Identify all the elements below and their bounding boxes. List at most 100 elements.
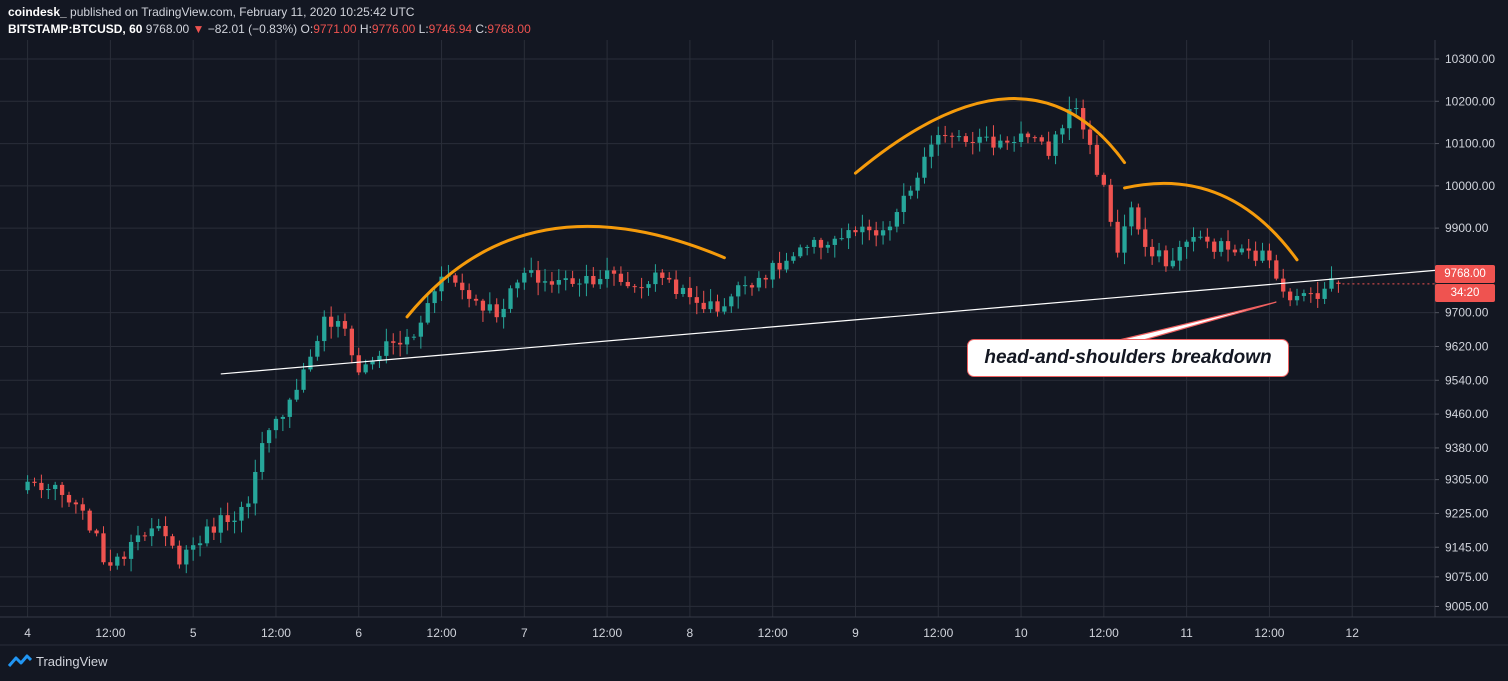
candle-body — [701, 302, 706, 310]
price-axis[interactable]: 10300.00 10200.00 10100.00 10000.00 9900.00 9… — [1435, 52, 1495, 613]
close-label: C: — [475, 22, 488, 36]
author-name[interactable]: coindesk_ — [8, 5, 67, 19]
x-tick-label: 7 — [521, 626, 528, 640]
candle-body — [894, 212, 900, 227]
x-tick-label: 9 — [852, 626, 859, 640]
candle-body — [473, 298, 479, 301]
candle-body — [943, 135, 948, 137]
x-tick-label: 12:00 — [427, 626, 457, 640]
candle-body — [239, 506, 244, 521]
candle-body — [556, 279, 561, 285]
candle-body — [604, 270, 610, 279]
candle-body — [998, 140, 1003, 148]
y-tick-label: 9145.00 — [1445, 540, 1489, 554]
candle-body — [901, 195, 906, 213]
candle-body — [1136, 207, 1141, 230]
candle-body — [115, 556, 120, 566]
candle-body — [867, 226, 872, 231]
candle-body — [736, 285, 741, 297]
candle-body — [53, 484, 58, 490]
candle-body — [956, 136, 962, 138]
candle-body — [101, 533, 106, 563]
close-value: 9768.00 — [487, 22, 531, 36]
x-tick-label: 12:00 — [1089, 626, 1119, 640]
candle-body — [1150, 246, 1155, 257]
candle-body — [218, 515, 223, 533]
y-tick-label: 9900.00 — [1445, 221, 1489, 235]
candle-body — [1232, 249, 1238, 253]
footer-brand[interactable]: TradingView — [36, 653, 108, 669]
candle-body — [977, 136, 982, 143]
y-tick-label: 10200.00 — [1445, 94, 1495, 108]
candle-body — [232, 520, 237, 522]
last-price-tag: 9768.00 — [1435, 265, 1495, 283]
candle-body — [708, 301, 713, 310]
candle-body — [73, 502, 79, 505]
candle-body — [749, 285, 755, 288]
candle-body — [1260, 250, 1265, 261]
candle-body — [1301, 293, 1307, 296]
symbol-label[interactable]: BITSTAMP:BTCUSD, 60 — [8, 22, 143, 36]
candle-body — [991, 136, 996, 148]
x-tick-label: 6 — [355, 626, 362, 640]
time-axis[interactable]: 4 12:00 5 12:00 6 12:00 7 12:00 8 12:00 9 12:00 10 12… — [24, 626, 1359, 640]
callout-box[interactable]: head-and-shoulders breakdown — [967, 339, 1289, 377]
candle-body — [874, 230, 879, 236]
candle-body — [880, 230, 886, 236]
candle-body — [1129, 207, 1134, 227]
candle-body — [970, 141, 975, 143]
candle-body — [1074, 108, 1079, 110]
candle-body — [384, 341, 389, 356]
candle-body — [984, 136, 989, 138]
x-tick-label: 12:00 — [923, 626, 953, 640]
candle-body — [598, 278, 603, 285]
candle-body — [501, 308, 506, 318]
x-tick-label: 8 — [687, 626, 694, 640]
change-value: −82.01 (−0.83%) — [207, 22, 298, 36]
x-tick-label: 12:00 — [592, 626, 622, 640]
candle-body — [625, 281, 630, 287]
candle-body — [1046, 141, 1051, 156]
candle-body — [466, 290, 472, 299]
candle-body — [1184, 241, 1189, 247]
ohlc-line: BITSTAMP:BTCUSD, 60 9768.00 ▼ −82.01 (−0… — [8, 21, 531, 38]
candle-body — [846, 230, 851, 239]
y-tick-label: 9540.00 — [1445, 373, 1489, 387]
candle-body — [1005, 140, 1010, 143]
candle-body — [294, 389, 299, 400]
candle-body — [480, 300, 486, 311]
candle-body — [1012, 142, 1017, 144]
low-value: 9746.94 — [428, 22, 473, 36]
candle-body — [156, 526, 161, 529]
candle-body — [618, 273, 624, 282]
tradingview-logo-icon[interactable] — [8, 653, 32, 669]
candle-body — [273, 418, 279, 431]
candle-body — [729, 296, 734, 307]
candle-body — [108, 562, 113, 566]
candle-body — [453, 275, 458, 283]
candle-body — [411, 336, 417, 338]
y-tick-label: 9225.00 — [1445, 506, 1489, 520]
candle-body — [1094, 144, 1100, 175]
candle-body — [660, 272, 665, 278]
chart-header: coindesk_ published on TradingView.com, … — [8, 4, 531, 38]
candle-body — [949, 135, 955, 137]
candle-body — [391, 341, 396, 343]
candle-body — [1115, 221, 1120, 253]
candle-body — [184, 549, 189, 565]
candle-body — [25, 481, 30, 491]
candle-body — [329, 316, 334, 327]
candle-body — [763, 277, 768, 280]
candle-body — [1329, 278, 1334, 289]
candle-body — [122, 556, 127, 559]
candle-body — [170, 536, 175, 546]
high-label: H: — [359, 22, 372, 36]
candle-body — [742, 285, 748, 287]
candle-body — [1315, 293, 1320, 299]
y-tick-label: 9380.00 — [1445, 441, 1489, 455]
countdown-tag: 34:20 — [1435, 284, 1495, 302]
y-tick-label: 9005.00 — [1445, 599, 1489, 613]
candle-body — [301, 369, 306, 390]
candle-body — [584, 275, 589, 284]
